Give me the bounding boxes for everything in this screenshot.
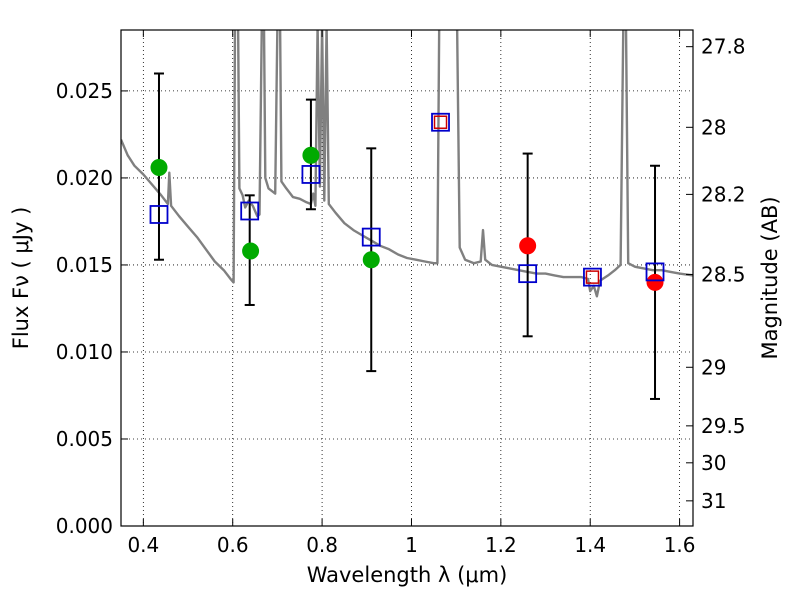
nir-point [519,237,537,255]
y-tick-label: 0.005 [56,427,113,451]
y-tick-label: 0.015 [56,253,113,277]
x-tick-label: 1 [405,533,418,557]
model-box [645,262,665,282]
x-tick-label: 0.6 [217,533,249,557]
model-box [149,205,169,224]
y2-tick-label: 28 [701,115,726,139]
optical-point [362,251,380,269]
y2-tick-label: 28.5 [701,262,746,286]
y2-tick-label: 28.2 [701,182,746,206]
y-axis-label: Flux Fν ( μJy ) [9,207,33,350]
model-box [361,227,381,247]
y-tick-label: 0.025 [56,79,113,103]
model-box [240,201,260,221]
spectrum-line [121,30,693,298]
plot-area [121,30,693,526]
model-box [301,165,321,184]
x-tick-label: 1.6 [664,533,696,557]
x-axis-label: Wavelength λ (μm) [307,563,508,587]
y2-tick-label: 31 [701,489,726,513]
y2-tick-label: 30 [701,451,726,475]
y2-tick-label: 27.8 [701,35,746,59]
x-tick-label: 1.2 [485,533,517,557]
optical-point [302,146,320,164]
y2-axis-label: Magnitude (AB) [758,196,782,359]
y-tick-label: 0.010 [56,340,113,364]
nir-point [646,273,664,291]
model-box [583,267,602,287]
plot-frame [120,29,694,527]
model-box [431,112,450,132]
ticks: 0.4 0.6 0.8 1 1.2 1.4 1.6 0.000 0.005 0.010 0.015 0… [56,30,746,557]
y2-tick-label: 29.5 [701,414,746,438]
y-tick-label: 0.020 [56,166,113,190]
upper-limit-box [433,115,448,129]
x-tick-label: 0.8 [306,533,338,557]
data-layer [121,30,693,400]
x-tick-label: 0.4 [127,533,159,557]
x-tick-label: 1.4 [574,533,606,557]
y-tick-label: 0.000 [56,514,113,538]
upper-limit-box [585,270,600,284]
optical-point [150,158,168,176]
optical-point [242,242,260,260]
y2-tick-label: 29 [701,355,726,379]
model-box [518,264,538,284]
